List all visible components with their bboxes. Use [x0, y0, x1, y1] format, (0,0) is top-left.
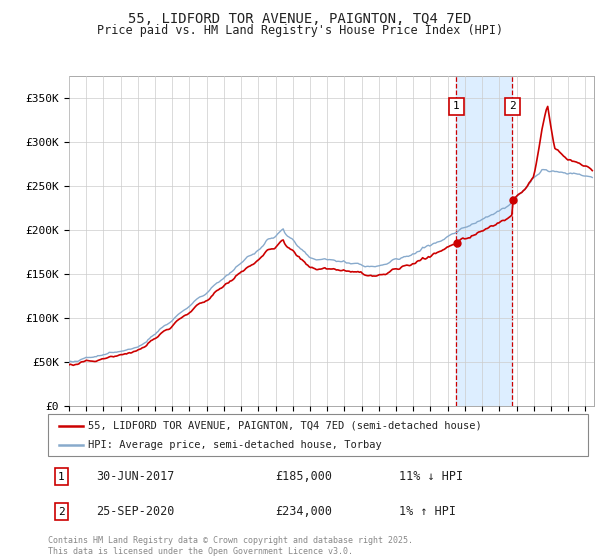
- Text: HPI: Average price, semi-detached house, Torbay: HPI: Average price, semi-detached house,…: [89, 440, 382, 450]
- Text: Contains HM Land Registry data © Crown copyright and database right 2025.
This d: Contains HM Land Registry data © Crown c…: [48, 536, 413, 556]
- Text: 1: 1: [453, 101, 460, 111]
- Text: 25-SEP-2020: 25-SEP-2020: [97, 505, 175, 518]
- Text: 11% ↓ HPI: 11% ↓ HPI: [399, 470, 463, 483]
- Text: 2: 2: [58, 507, 65, 517]
- Text: Price paid vs. HM Land Registry's House Price Index (HPI): Price paid vs. HM Land Registry's House …: [97, 24, 503, 36]
- Text: £234,000: £234,000: [275, 505, 332, 518]
- Text: 30-JUN-2017: 30-JUN-2017: [97, 470, 175, 483]
- Text: 1% ↑ HPI: 1% ↑ HPI: [399, 505, 456, 518]
- Text: £185,000: £185,000: [275, 470, 332, 483]
- Text: 55, LIDFORD TOR AVENUE, PAIGNTON, TQ4 7ED: 55, LIDFORD TOR AVENUE, PAIGNTON, TQ4 7E…: [128, 12, 472, 26]
- Text: 1: 1: [58, 472, 65, 482]
- Text: 2: 2: [509, 101, 515, 111]
- Text: 55, LIDFORD TOR AVENUE, PAIGNTON, TQ4 7ED (semi-detached house): 55, LIDFORD TOR AVENUE, PAIGNTON, TQ4 7E…: [89, 421, 482, 431]
- Bar: [456, 76, 512, 406]
